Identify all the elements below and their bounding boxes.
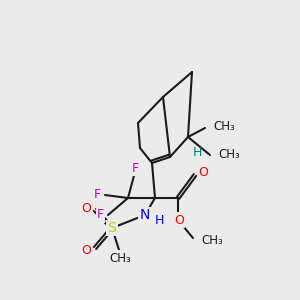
Text: CH₃: CH₃ (109, 251, 131, 265)
Text: F: F (131, 161, 139, 175)
Text: H: H (193, 146, 202, 158)
Text: S: S (108, 221, 116, 235)
Text: F: F (94, 188, 101, 202)
Text: CH₃: CH₃ (213, 119, 235, 133)
Text: O: O (198, 167, 208, 179)
Text: F: F (97, 208, 104, 221)
Text: N: N (140, 208, 150, 222)
Text: O: O (81, 244, 91, 256)
Text: O: O (174, 214, 184, 226)
Text: CH₃: CH₃ (218, 148, 240, 161)
Text: CH₃: CH₃ (201, 235, 223, 248)
Text: O: O (81, 202, 91, 214)
Text: H: H (155, 214, 164, 226)
